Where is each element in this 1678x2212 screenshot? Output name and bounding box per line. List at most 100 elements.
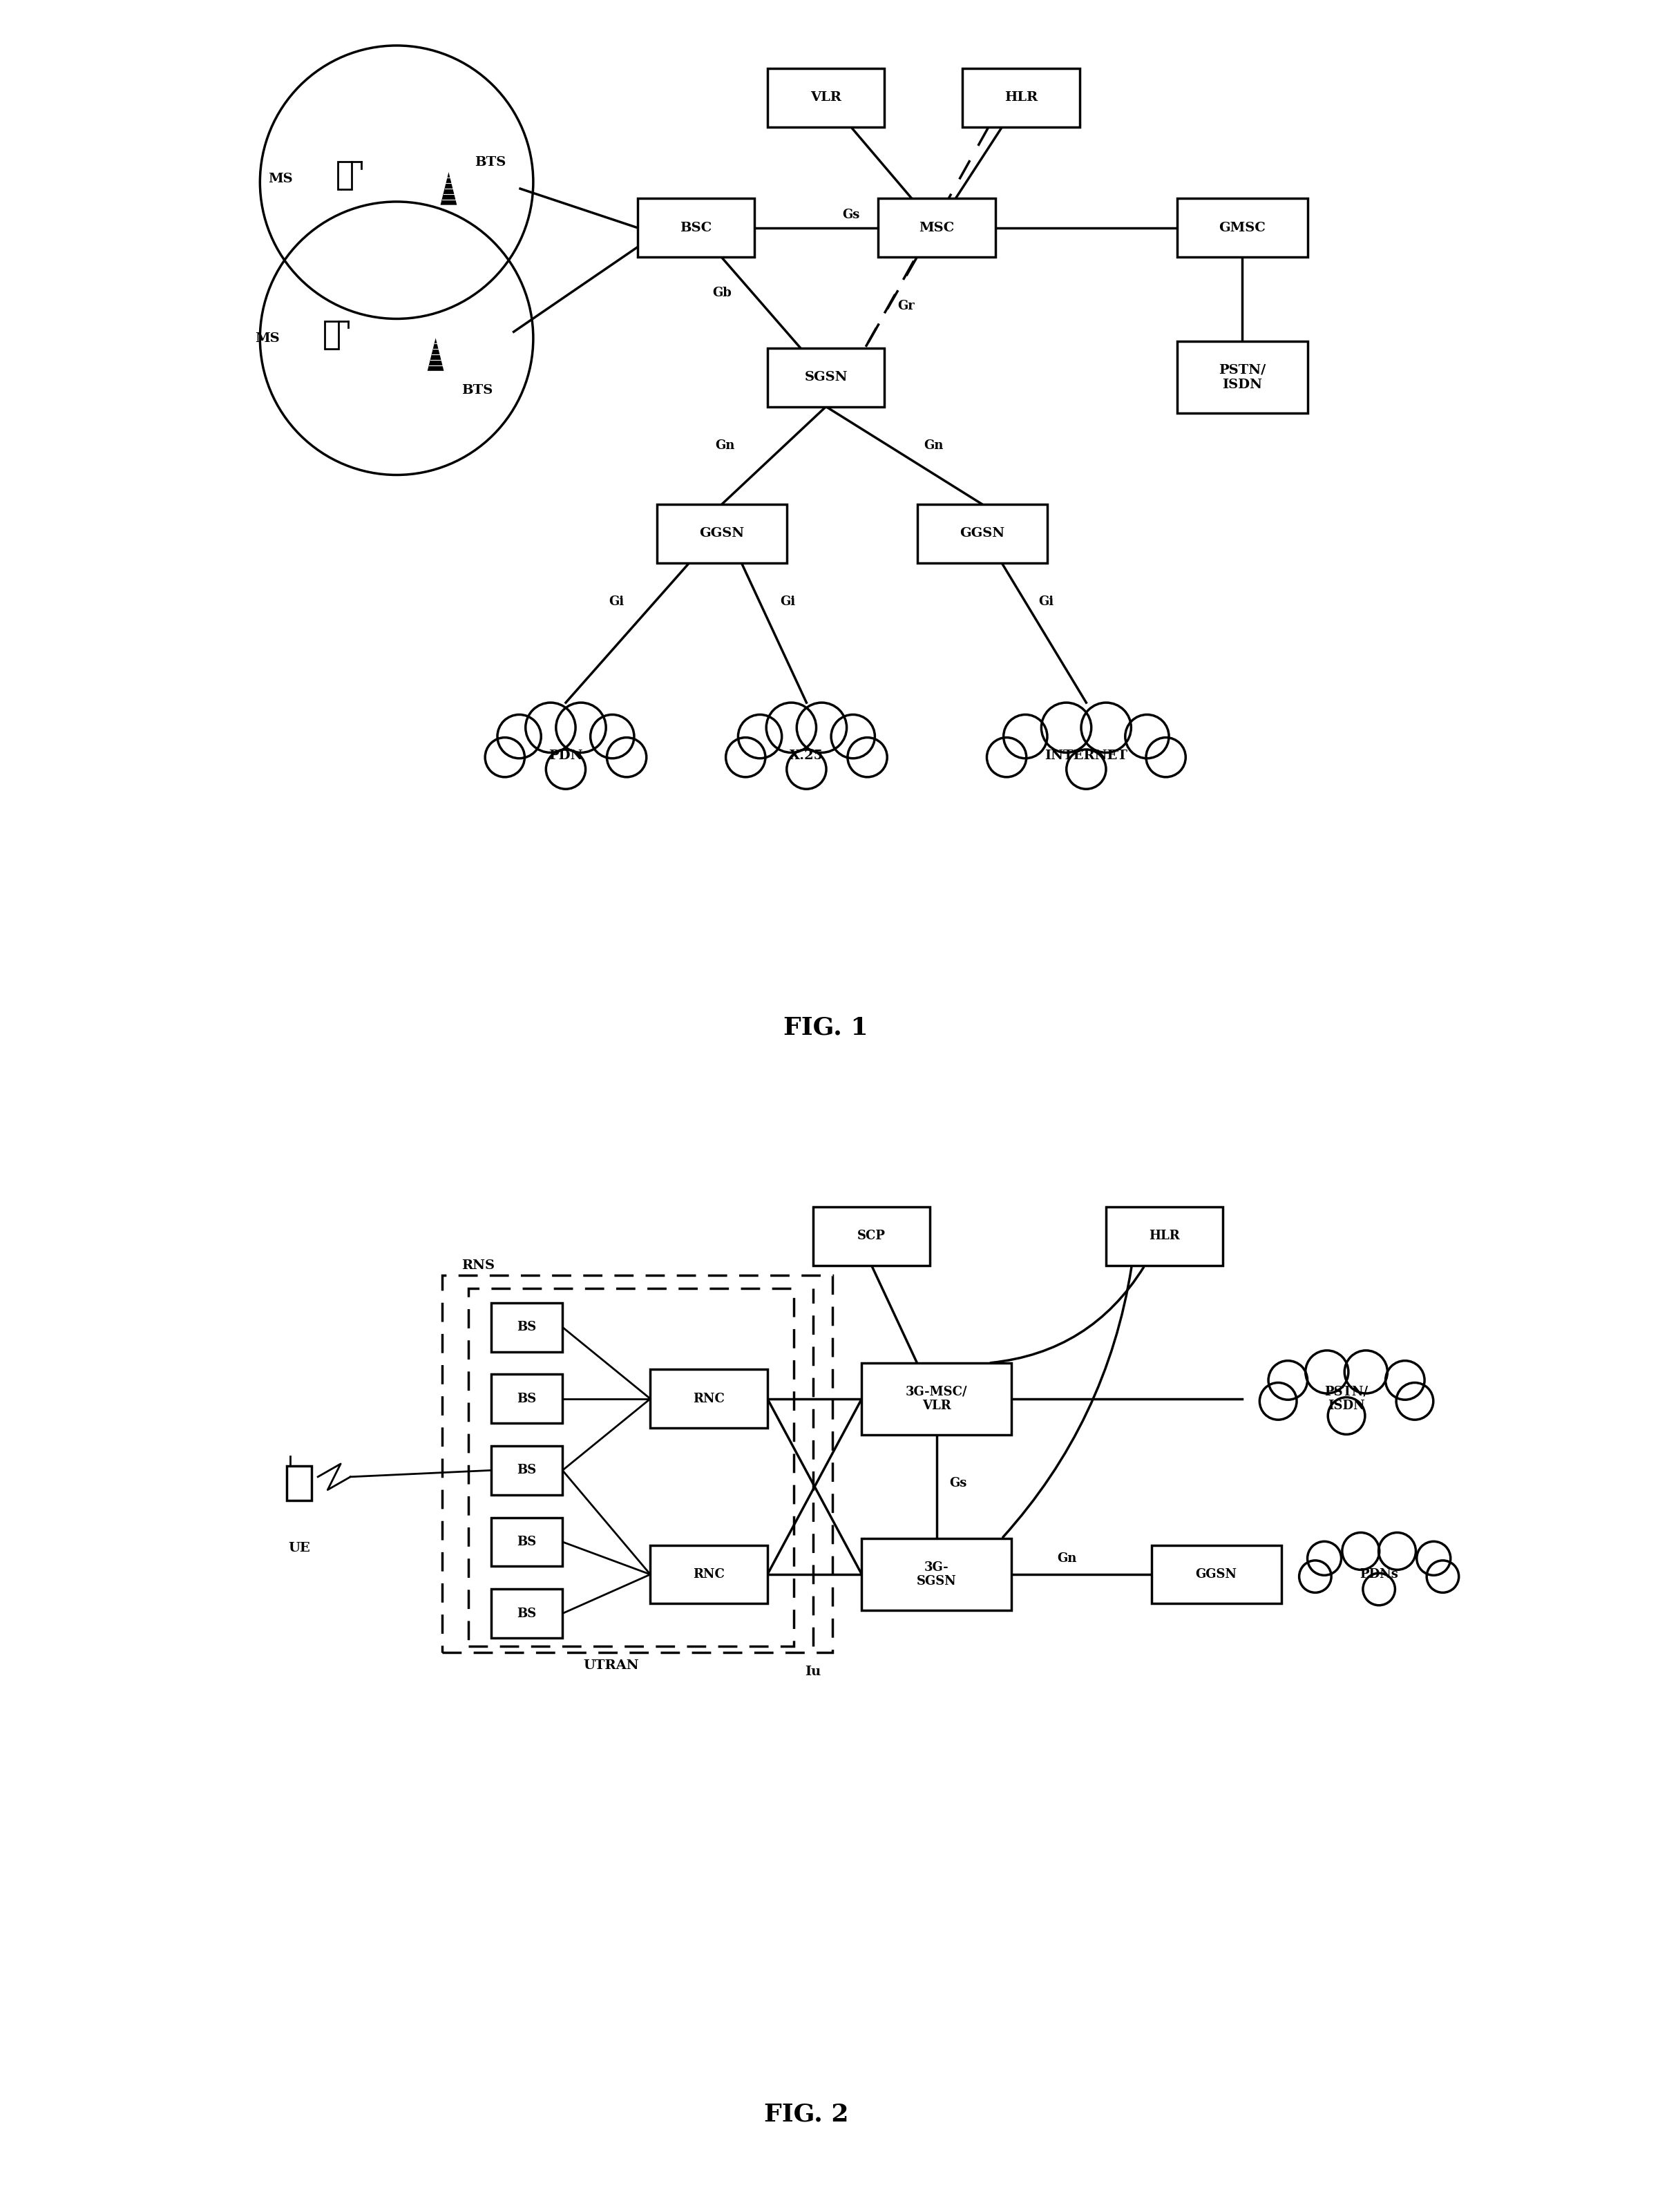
Text: PSTN/
ISDN: PSTN/ ISDN <box>1218 365 1265 392</box>
Circle shape <box>1307 1542 1341 1575</box>
Text: BTS: BTS <box>475 157 507 168</box>
Text: Gn: Gn <box>1057 1553 1077 1564</box>
Text: SCP: SCP <box>857 1230 886 1243</box>
FancyBboxPatch shape <box>492 1447 562 1495</box>
Circle shape <box>1146 737 1186 776</box>
Text: Gn: Gn <box>715 440 735 451</box>
Circle shape <box>1081 703 1131 752</box>
FancyBboxPatch shape <box>1178 341 1307 414</box>
Circle shape <box>1126 714 1170 759</box>
Text: X.25: X.25 <box>789 750 824 763</box>
Text: Gb: Gb <box>711 288 732 299</box>
FancyBboxPatch shape <box>326 321 339 349</box>
Circle shape <box>831 714 874 759</box>
Circle shape <box>497 714 540 759</box>
Circle shape <box>1344 1352 1388 1394</box>
FancyBboxPatch shape <box>767 69 884 126</box>
FancyBboxPatch shape <box>492 1517 562 1566</box>
Text: HLR: HLR <box>1149 1230 1180 1243</box>
Circle shape <box>1067 750 1106 790</box>
FancyBboxPatch shape <box>862 1540 1012 1610</box>
Text: MSC: MSC <box>920 221 955 234</box>
Text: Gi: Gi <box>780 595 795 608</box>
Circle shape <box>1386 1360 1425 1400</box>
Ellipse shape <box>722 717 891 794</box>
FancyBboxPatch shape <box>651 1546 767 1604</box>
Ellipse shape <box>975 717 1196 794</box>
Text: FIG. 1: FIG. 1 <box>784 1015 868 1040</box>
FancyBboxPatch shape <box>638 199 755 257</box>
Polygon shape <box>440 173 456 206</box>
Text: RNC: RNC <box>693 1394 725 1405</box>
FancyBboxPatch shape <box>287 1467 312 1500</box>
Text: FIG. 2: FIG. 2 <box>763 2104 849 2126</box>
Text: Gi: Gi <box>1039 595 1054 608</box>
Circle shape <box>1416 1542 1450 1575</box>
FancyBboxPatch shape <box>1178 199 1307 257</box>
Text: Gr: Gr <box>898 299 915 312</box>
Text: PSTN/
ISDN: PSTN/ ISDN <box>1324 1385 1368 1411</box>
Circle shape <box>1342 1533 1379 1571</box>
Text: BS: BS <box>517 1464 537 1478</box>
Text: GGSN: GGSN <box>960 526 1005 540</box>
FancyArrowPatch shape <box>1003 1267 1131 1537</box>
FancyBboxPatch shape <box>492 1374 562 1422</box>
Circle shape <box>607 737 646 776</box>
Text: BS: BS <box>517 1394 537 1405</box>
Text: BS: BS <box>517 1608 537 1619</box>
Circle shape <box>591 714 634 759</box>
Ellipse shape <box>1258 1363 1435 1436</box>
Text: SGSN: SGSN <box>804 372 847 383</box>
FancyBboxPatch shape <box>812 1208 930 1265</box>
Text: VLR: VLR <box>810 91 841 104</box>
Text: HLR: HLR <box>1005 91 1037 104</box>
Text: BS: BS <box>517 1535 537 1548</box>
Text: MS: MS <box>255 332 280 345</box>
Text: Iu: Iu <box>805 1666 821 1679</box>
Text: GMSC: GMSC <box>1218 221 1265 234</box>
Text: GGSN: GGSN <box>700 526 745 540</box>
Circle shape <box>1299 1559 1331 1593</box>
Text: MS: MS <box>268 173 292 186</box>
FancyBboxPatch shape <box>918 504 1047 562</box>
FancyBboxPatch shape <box>1151 1546 1282 1604</box>
Text: GGSN: GGSN <box>1196 1568 1237 1582</box>
FancyBboxPatch shape <box>1270 1382 1423 1422</box>
Circle shape <box>1363 1573 1394 1606</box>
Text: 3G-
SGSN: 3G- SGSN <box>916 1562 956 1588</box>
Text: BTS: BTS <box>461 385 493 396</box>
Text: UTRAN: UTRAN <box>584 1659 639 1672</box>
FancyBboxPatch shape <box>492 1303 562 1352</box>
Text: UE: UE <box>289 1542 310 1555</box>
Circle shape <box>1003 714 1047 759</box>
Circle shape <box>987 737 1027 776</box>
FancyBboxPatch shape <box>1307 1559 1450 1595</box>
Circle shape <box>485 737 525 776</box>
Circle shape <box>767 703 816 752</box>
FancyBboxPatch shape <box>1106 1208 1223 1265</box>
FancyBboxPatch shape <box>743 737 869 783</box>
Text: Gs: Gs <box>950 1478 967 1489</box>
Circle shape <box>727 737 765 776</box>
Circle shape <box>1327 1398 1364 1433</box>
FancyBboxPatch shape <box>656 504 787 562</box>
Text: RNS: RNS <box>461 1259 495 1272</box>
Circle shape <box>1042 703 1091 752</box>
FancyBboxPatch shape <box>502 737 629 783</box>
Text: PDNs: PDNs <box>1359 1568 1398 1582</box>
FancyBboxPatch shape <box>862 1363 1012 1436</box>
Text: RNC: RNC <box>693 1568 725 1582</box>
Text: BS: BS <box>517 1321 537 1334</box>
Circle shape <box>1260 1382 1297 1420</box>
Circle shape <box>1396 1382 1433 1420</box>
Circle shape <box>787 750 826 790</box>
FancyBboxPatch shape <box>492 1588 562 1637</box>
Ellipse shape <box>1297 1542 1462 1606</box>
FancyBboxPatch shape <box>963 69 1079 126</box>
Circle shape <box>1426 1559 1458 1593</box>
Circle shape <box>1379 1533 1416 1571</box>
Circle shape <box>797 703 847 752</box>
Circle shape <box>525 703 576 752</box>
FancyArrowPatch shape <box>990 1267 1144 1363</box>
Polygon shape <box>428 338 445 372</box>
